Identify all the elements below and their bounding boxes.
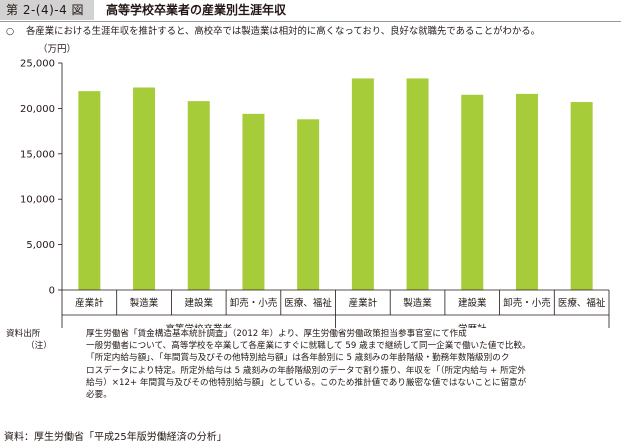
header-divider: [0, 21, 621, 22]
source-note-label: 資料出所: [6, 329, 41, 339]
x-category-label: 製造業: [130, 297, 159, 309]
y-axis-ticks: 0 5,000 10,000 15,000 20,000 25,000: [20, 59, 62, 297]
x-group-label: 高等学校卒業者: [165, 323, 232, 328]
footnote-line: 「所定内給与額」、「年間賞与及びその他特別給与額」は各年齢別に 5 歳刻みの年齢…: [86, 353, 510, 364]
x-category-label: 産業計: [349, 297, 378, 309]
footnote: （注） 一般労働者について、高等学校を卒業して各産業にすぐに就職して 59 歳ま…: [6, 340, 618, 401]
bar-series: [78, 78, 593, 291]
source-note: 資料出所 厚生労働省「賃金構造基本統計調査」（2012 年）より、厚生労働省労働…: [6, 328, 618, 340]
footnote-line: 必要。: [86, 390, 112, 401]
notes-block: 資料出所 厚生労働省「賃金構造基本統計調査」（2012 年）より、厚生労働省労働…: [6, 328, 618, 401]
summary-bullet: ○: [6, 26, 15, 37]
bar: [133, 87, 156, 291]
y-tick-label: 20,000: [20, 104, 55, 115]
bar-chart: （万円） 0 5,000 10,000 15,000 20,000 25,000 産業計 製…: [20, 43, 610, 328]
x-category-label: 卸売・小売: [230, 297, 278, 309]
y-tick-label: 0: [49, 286, 55, 297]
group-labels: 高等学校卒業者 学歴計: [165, 323, 487, 328]
figure-header: 第 2-(4)-4 図 高等学校卒業者の産業別生涯年収: [0, 0, 621, 22]
x-category-label: 産業計: [75, 297, 104, 309]
source-note-text: 厚生労働省「賃金構造基本統計調査」（2012 年）より、厚生労働省労働政策担当参…: [86, 329, 467, 339]
x-group-label: 学歴計: [458, 323, 487, 328]
footnote-label: （注）: [26, 341, 52, 352]
y-tick-label: 25,000: [20, 59, 55, 70]
summary-line: ○ 各産業における生涯年収を推計すると、高校卒では製造業は相対的に高くなっており、…: [6, 25, 618, 38]
footnote-line: ロスデータにより特定。所定外給与は 5 歳刻みの年齢階級別のデータで割り振り、年…: [86, 365, 526, 376]
figure-number: 第 2-(4)-4 図: [0, 0, 94, 20]
bar: [242, 113, 265, 291]
x-category-label: 卸売・小売: [503, 297, 551, 309]
x-category-label: 医療、福祉: [284, 297, 332, 309]
x-category-label: 建設業: [458, 297, 487, 309]
footnote-line: 一般労働者について、高等学校を卒業して各産業にすぐに就職して 59 歳まで継続し…: [86, 341, 531, 352]
bar: [515, 93, 538, 290]
footer-source: 資料：厚生労働省「平成25年版労働経済の分析」: [4, 432, 227, 443]
figure-title: 高等学校卒業者の産業別生涯年収: [106, 3, 287, 17]
y-axis-unit-label: （万円）: [38, 43, 76, 55]
bar: [406, 78, 429, 290]
bar: [461, 94, 484, 290]
y-tick-label: 5,000: [26, 240, 55, 251]
axes: [61, 63, 610, 328]
x-category-label: 建設業: [184, 297, 213, 309]
bar: [78, 91, 101, 290]
y-tick-label: 15,000: [20, 149, 55, 160]
bar: [187, 101, 210, 290]
x-category-label: 製造業: [403, 297, 432, 309]
x-category-label: 医療、福祉: [558, 297, 606, 309]
bar: [297, 119, 320, 291]
bar: [351, 78, 374, 290]
category-labels: 産業計 製造業 建設業 卸売・小売 医療、福祉 産業計 製造業 建設業 卸売・小売 医療、福祉: [75, 297, 606, 309]
y-tick-label: 10,000: [20, 195, 55, 206]
summary-text: 各産業における生涯年収を推計すると、高校卒では製造業は相対的に高くなっており、良…: [26, 26, 541, 37]
bar: [570, 102, 593, 290]
footnote-line: 給与）×12+ 年間賞与及びその他特別給与額」としている。このため推計値であり厳…: [86, 377, 527, 388]
